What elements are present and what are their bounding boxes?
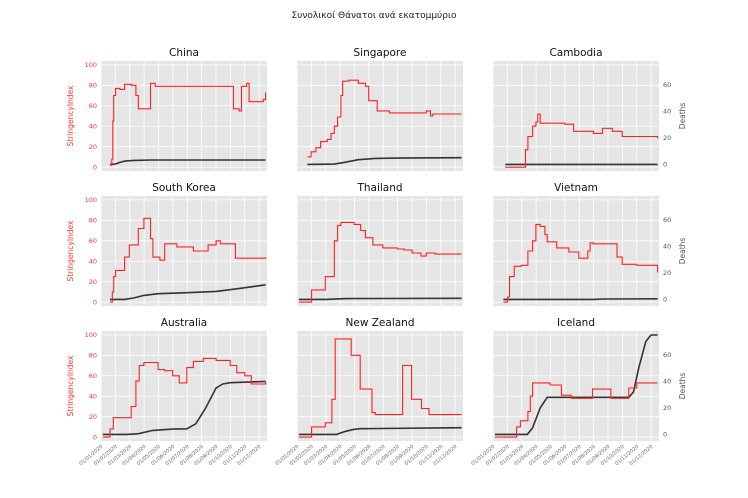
y-tick-label-right: 20	[663, 134, 671, 142]
deaths-line	[110, 284, 266, 301]
panel-china: China 0 20 40 60 80 100 StringencyIndex	[66, 47, 267, 171]
panel-title: Thailand	[356, 182, 402, 194]
y-tick-label-left: 60	[89, 237, 97, 245]
y-tick-label-left: 80	[89, 352, 97, 360]
plot-area	[297, 61, 463, 171]
y-tick-label-right: 0	[663, 431, 667, 439]
panel-title: South Korea	[152, 182, 216, 194]
stringency-line	[110, 82, 267, 166]
y-tick-label-left: 60	[89, 372, 97, 380]
stringency-line	[298, 338, 462, 438]
plot-area	[101, 61, 267, 171]
y-tick-label-right: 0	[663, 296, 667, 304]
y-tick-label-left: 40	[89, 123, 97, 131]
deaths-line	[102, 380, 266, 436]
y-axis-label-right: Deaths	[678, 373, 687, 400]
stringency-line	[102, 357, 267, 438]
stringency-line	[110, 217, 267, 303]
y-tick-label-right: 20	[663, 269, 671, 277]
y-tick-label-left: 80	[89, 82, 97, 90]
deaths-line	[298, 426, 462, 436]
figure-title: Συνολικοί Θάνατοι ανά εκατομμύριο	[291, 10, 457, 21]
panel-australia: Australia020406080100StringencyIndex01/0…	[66, 317, 267, 467]
y-tick-label-right: 60	[663, 216, 671, 224]
panel-south-korea: South Korea 0 20 40 60 80 100 StringencyIndex	[66, 182, 267, 306]
y-tick-label-right: 20	[663, 404, 671, 412]
panel-new-zealand: New Zealand01/01/202001/02/202001/03/202…	[274, 317, 463, 467]
y-tick-label-left: 100	[85, 61, 97, 69]
y-tick-label-right: 0	[663, 161, 667, 169]
plot-area	[297, 196, 463, 306]
stringency-line	[298, 221, 462, 303]
y-tick-label-left: 100	[85, 331, 97, 339]
plot-area	[101, 196, 267, 306]
plot-area	[101, 331, 267, 441]
deaths-line	[503, 298, 658, 301]
y-tick-label-left: 80	[89, 217, 97, 225]
panel-singapore: Singapore	[296, 47, 463, 171]
plot-area	[493, 196, 659, 306]
panel-title: Singapore	[354, 47, 407, 59]
panel-title: Vietnam	[554, 182, 598, 194]
panel-title: China	[169, 47, 199, 59]
y-tick-label-left: 20	[89, 278, 97, 286]
y-tick-label-right: 60	[663, 351, 671, 359]
stringency-line	[505, 113, 659, 168]
deaths-line	[307, 156, 462, 166]
y-tick-label-left: 0	[93, 163, 97, 171]
panel-cambodia: Cambodia 0 20 40 60 Deaths	[492, 47, 687, 171]
panel-title: Iceland	[557, 317, 595, 329]
y-tick-label-left: 0	[93, 433, 97, 441]
panel-title: Cambodia	[549, 47, 602, 59]
stringency-line	[307, 79, 462, 158]
y-tick-label-left: 40	[89, 258, 97, 266]
panel-vietnam: Vietnam 0 20 40 60 Deaths	[492, 182, 687, 306]
y-tick-label-left: 20	[89, 413, 97, 421]
y-axis-label-right: Deaths	[678, 238, 687, 265]
panel-iceland: Iceland0204060Deaths01/01/202001/02/2020…	[470, 317, 687, 467]
y-axis-label-right: Deaths	[678, 103, 687, 130]
y-axis-label-left: StringencyIndex	[66, 355, 75, 417]
y-tick-label-left: 0	[93, 298, 97, 306]
y-tick-label-left: 100	[85, 196, 97, 204]
stringency-line	[494, 382, 658, 438]
panel-thailand: Thailand	[296, 182, 463, 306]
panel-title: New Zealand	[346, 317, 415, 329]
plot-area	[493, 61, 659, 171]
y-tick-label-right: 60	[663, 81, 671, 89]
y-axis-label-left: StringencyIndex	[66, 85, 75, 147]
y-tick-label-left: 40	[89, 393, 97, 401]
y-tick-label-right: 40	[663, 108, 671, 116]
y-tick-label-right: 40	[663, 378, 671, 386]
y-tick-label-left: 60	[89, 102, 97, 110]
y-tick-label-left: 20	[89, 143, 97, 151]
y-axis-label-left: StringencyIndex	[66, 220, 75, 282]
panel-title: Australia	[161, 317, 207, 329]
deaths-line	[109, 159, 266, 166]
plot-area	[297, 331, 463, 441]
stringency-line	[503, 223, 659, 303]
y-tick-label-right: 40	[663, 243, 671, 251]
